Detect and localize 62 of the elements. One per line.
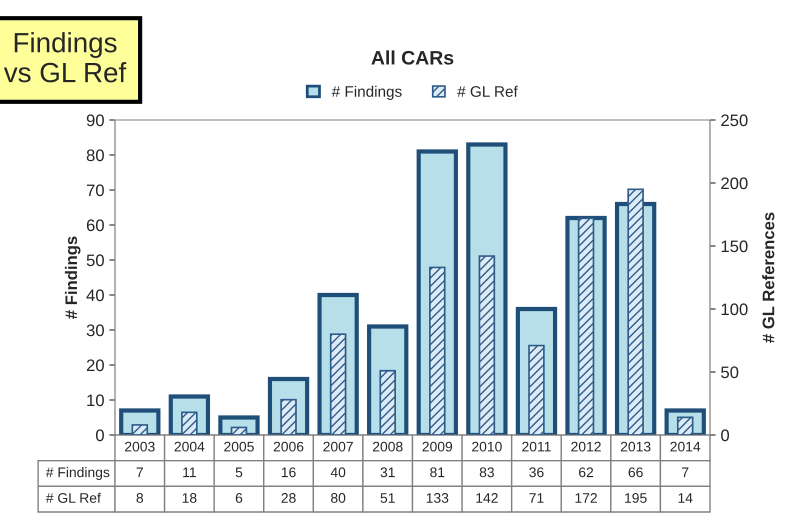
legend-label: # GL Ref [457,86,518,97]
data-label: 28 [282,493,296,503]
x-tick-label: 2003 [125,442,155,452]
data-label: 62 [579,467,594,478]
x-tick-label: 2005 [224,442,254,452]
legend-label: # Findings [332,86,402,100]
y-tick-label: 70 [86,184,104,196]
data-label: 80 [331,493,346,503]
data-label: 6 [236,493,242,503]
data-label: 133 [426,493,448,503]
y2-tick-label: 200 [721,177,748,190]
x-tick-label: 2009 [422,442,452,452]
data-label: 8 [136,493,144,503]
data-label: 16 [282,467,296,478]
data-label: 40 [330,467,346,478]
y2-tick-label: 0 [721,429,730,442]
data-label: 81 [430,467,444,478]
chart-title: All CARs [371,50,454,65]
data-label: 51 [380,493,395,503]
text: # GL Ref [46,492,101,503]
data-label: 5 [236,468,242,478]
data-label: 18 [182,493,196,503]
x-tick-label: 2004 [174,442,204,452]
x-tick-label: 2008 [372,442,403,452]
y-tick-label: 60 [86,219,104,232]
data-label: 195 [625,493,647,503]
data-label: 7 [136,468,143,478]
x-tick-label: 2010 [472,442,502,452]
y-tick-label: 40 [86,289,104,302]
y-tick-label: 90 [86,114,104,126]
data-label: 14 [678,493,693,503]
data-label: 66 [628,467,643,478]
x-tick-label: 2007 [323,442,353,452]
x-tick-label: 2006 [274,442,304,452]
data-label: 142 [476,493,498,503]
x-tick-label: 2013 [620,442,650,452]
text: Findings vs GL Ref [4,32,126,82]
y2-tick-label: 100 [722,303,748,316]
data-label: 11 [183,468,196,478]
bar [230,426,248,435]
y2-tick-label: 150 [722,240,748,252]
y-tick-label: 30 [86,324,104,336]
y-tick-label: 10 [87,394,104,406]
data-label: 71 [529,493,544,503]
y2-tick-label: 250 [721,114,748,126]
x-tick-label: 2012 [571,442,601,452]
text: # Findings [46,467,110,480]
data-label: 31 [380,467,395,478]
y-tick-label: 0 [96,429,104,442]
data-label: 36 [529,467,544,478]
data-label: 7 [682,468,688,478]
y-tick-label: 20 [86,359,104,372]
y-tick-label: 80 [86,149,104,162]
x-tick-label: 2011 [522,442,551,452]
data-label: 172 [576,493,597,503]
y-tick-label: 50 [86,254,104,266]
x-tick-label: 2014 [670,442,700,452]
bar [132,424,148,435]
data-label: 83 [480,467,494,478]
y-axis-title: # Findings [64,236,80,319]
y2-axis-title: # GL References [762,212,774,343]
y2-tick-label: 50 [721,366,738,378]
